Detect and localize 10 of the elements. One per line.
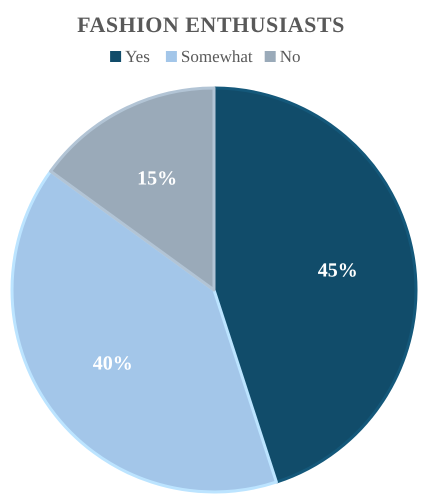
data-label: 15% bbox=[137, 167, 178, 190]
pie-slice bbox=[49, 86, 216, 292]
data-label: 40% bbox=[92, 352, 133, 375]
pie-slice bbox=[10, 170, 278, 494]
legend-label: No bbox=[280, 47, 300, 66]
legend-label: Yes bbox=[125, 47, 150, 66]
chart-title: FASHION ENTHUSIASTS bbox=[77, 12, 345, 37]
data-label: 45% bbox=[318, 259, 358, 282]
pie-slice bbox=[212, 86, 418, 484]
legend-label: Somewhat bbox=[180, 47, 253, 66]
